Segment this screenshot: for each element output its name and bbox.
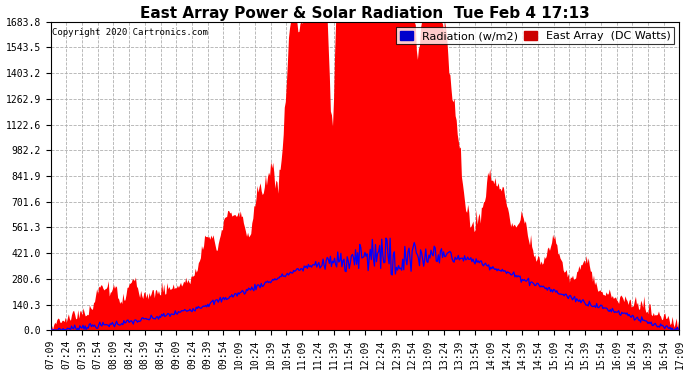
Text: Copyright 2020 Cartronics.com: Copyright 2020 Cartronics.com (52, 28, 208, 37)
Title: East Array Power & Solar Radiation  Tue Feb 4 17:13: East Array Power & Solar Radiation Tue F… (140, 6, 590, 21)
Legend: Radiation (w/m2), East Array  (DC Watts): Radiation (w/m2), East Array (DC Watts) (397, 27, 674, 44)
